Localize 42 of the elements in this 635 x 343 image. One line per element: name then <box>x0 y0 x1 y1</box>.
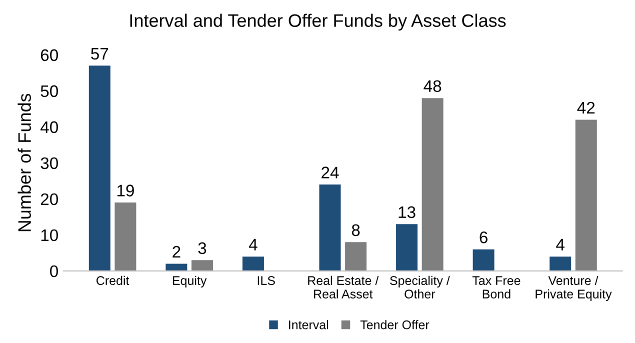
bar <box>242 256 264 271</box>
x-tick-label: ILS <box>258 276 275 286</box>
y-tick-label: 50 <box>40 85 58 98</box>
data-label: 48 <box>424 80 442 92</box>
data-label: 6 <box>480 231 488 244</box>
bar <box>88 66 110 271</box>
legend-label: Tender Offer <box>360 320 430 330</box>
x-tick-label: Speciality / Other <box>390 276 450 298</box>
bar <box>191 260 213 271</box>
y-tick-label: 10 <box>41 229 58 242</box>
chart-title: Interval and Tender Offer Funds by Asset Class <box>130 14 506 31</box>
bar <box>396 224 418 271</box>
bar <box>550 256 572 271</box>
x-tick-label: Tax Free Bond <box>472 276 520 298</box>
bar <box>345 242 367 271</box>
bar <box>114 202 136 271</box>
x-tick-label: Real Estate / Real Asset <box>308 276 379 298</box>
x-tick-label: Equity <box>172 276 207 288</box>
data-label: 13 <box>398 206 416 218</box>
data-label: 42 <box>577 102 595 114</box>
y-tick-label: 40 <box>40 121 58 134</box>
bar <box>319 184 341 271</box>
y-tick-label: 0 <box>50 265 58 278</box>
data-label: 24 <box>322 166 339 178</box>
x-tick-label: Credit <box>96 276 130 286</box>
y-tick-label: 30 <box>40 157 58 170</box>
y-axis-title: Number of Funds <box>18 94 31 232</box>
y-tick-label: 20 <box>40 193 58 206</box>
data-label: 2 <box>172 246 180 258</box>
data-label: 8 <box>352 224 360 236</box>
data-label: 19 <box>117 184 134 196</box>
legend-label: Interval <box>289 320 328 330</box>
x-tick-label: Venture / Private Equity <box>536 276 612 301</box>
data-label: 4 <box>248 238 258 250</box>
data-label: 3 <box>198 242 206 254</box>
bar <box>166 264 188 271</box>
bar <box>422 98 444 271</box>
bar <box>575 120 597 271</box>
bar <box>472 249 494 271</box>
data-label: 57 <box>91 48 108 60</box>
data-label: 4 <box>556 238 564 250</box>
y-tick-label: 60 <box>40 49 58 62</box>
